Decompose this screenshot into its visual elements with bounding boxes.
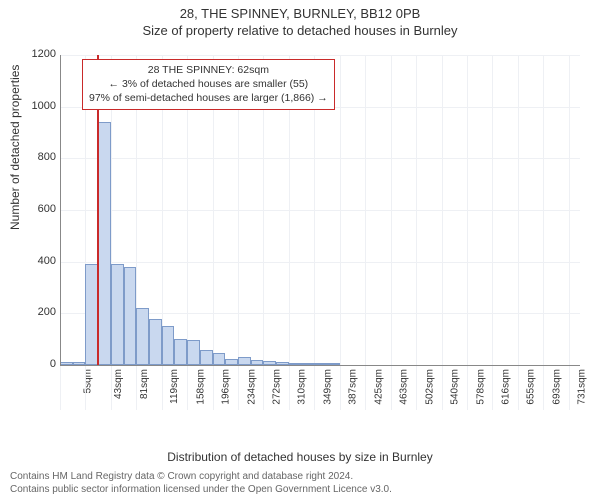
x-tick-label: 731sqm — [577, 369, 600, 405]
y-tick-label: 1200 — [24, 48, 56, 60]
footer-attribution: Contains HM Land Registry data © Crown c… — [10, 471, 392, 496]
grid-v — [416, 55, 417, 410]
histogram-bar — [149, 319, 162, 366]
grid-h — [60, 158, 580, 159]
grid-v — [365, 55, 366, 410]
footer-line-1: Contains HM Land Registry data © Crown c… — [10, 471, 392, 484]
annotation-line: ← 3% of detached houses are smaller (55) — [89, 77, 328, 91]
y-tick-label: 800 — [24, 151, 56, 163]
chart-title: 28, THE SPINNEY, BURNLEY, BB12 0PB — [0, 6, 600, 21]
grid-v — [442, 55, 443, 410]
histogram-bar — [136, 308, 149, 365]
histogram-bar — [174, 339, 187, 365]
grid-h — [60, 55, 580, 56]
histogram-bar — [98, 122, 111, 365]
annotation-line: 97% of semi-detached houses are larger (… — [89, 91, 328, 105]
y-tick-label: 0 — [24, 358, 56, 370]
histogram-bar — [238, 357, 251, 365]
annotation-box: 28 THE SPINNEY: 62sqm← 3% of detached ho… — [82, 59, 335, 110]
x-axis — [60, 365, 580, 366]
histogram-bar — [200, 350, 213, 366]
y-tick-label: 600 — [24, 203, 56, 215]
grid-v — [391, 55, 392, 410]
grid-v — [492, 55, 493, 410]
chart-container: { "title": "28, THE SPINNEY, BURNLEY, BB… — [0, 0, 600, 500]
grid-h — [60, 262, 580, 263]
histogram-bar — [162, 326, 175, 365]
histogram-bar — [187, 340, 200, 365]
chart-subtitle: Size of property relative to detached ho… — [0, 23, 600, 38]
y-tick-label: 400 — [24, 255, 56, 267]
grid-v — [543, 55, 544, 410]
annotation-line: 28 THE SPINNEY: 62sqm — [89, 63, 328, 77]
grid-v — [569, 55, 570, 410]
grid-v — [340, 55, 341, 410]
x-axis-label: Distribution of detached houses by size … — [0, 450, 600, 464]
y-tick-label: 1000 — [24, 100, 56, 112]
y-tick-label: 200 — [24, 306, 56, 318]
histogram-bar — [213, 353, 226, 365]
histogram-bar — [111, 264, 124, 365]
y-axis-label: Number of detached properties — [8, 65, 22, 230]
grid-v — [518, 55, 519, 410]
y-axis — [60, 55, 61, 365]
grid-v — [467, 55, 468, 410]
footer-line-2: Contains public sector information licen… — [10, 484, 392, 497]
histogram-bar — [124, 267, 137, 365]
plot-area: 0200400600800100012005sqm43sqm81sqm119sq… — [60, 55, 580, 410]
grid-h — [60, 210, 580, 211]
